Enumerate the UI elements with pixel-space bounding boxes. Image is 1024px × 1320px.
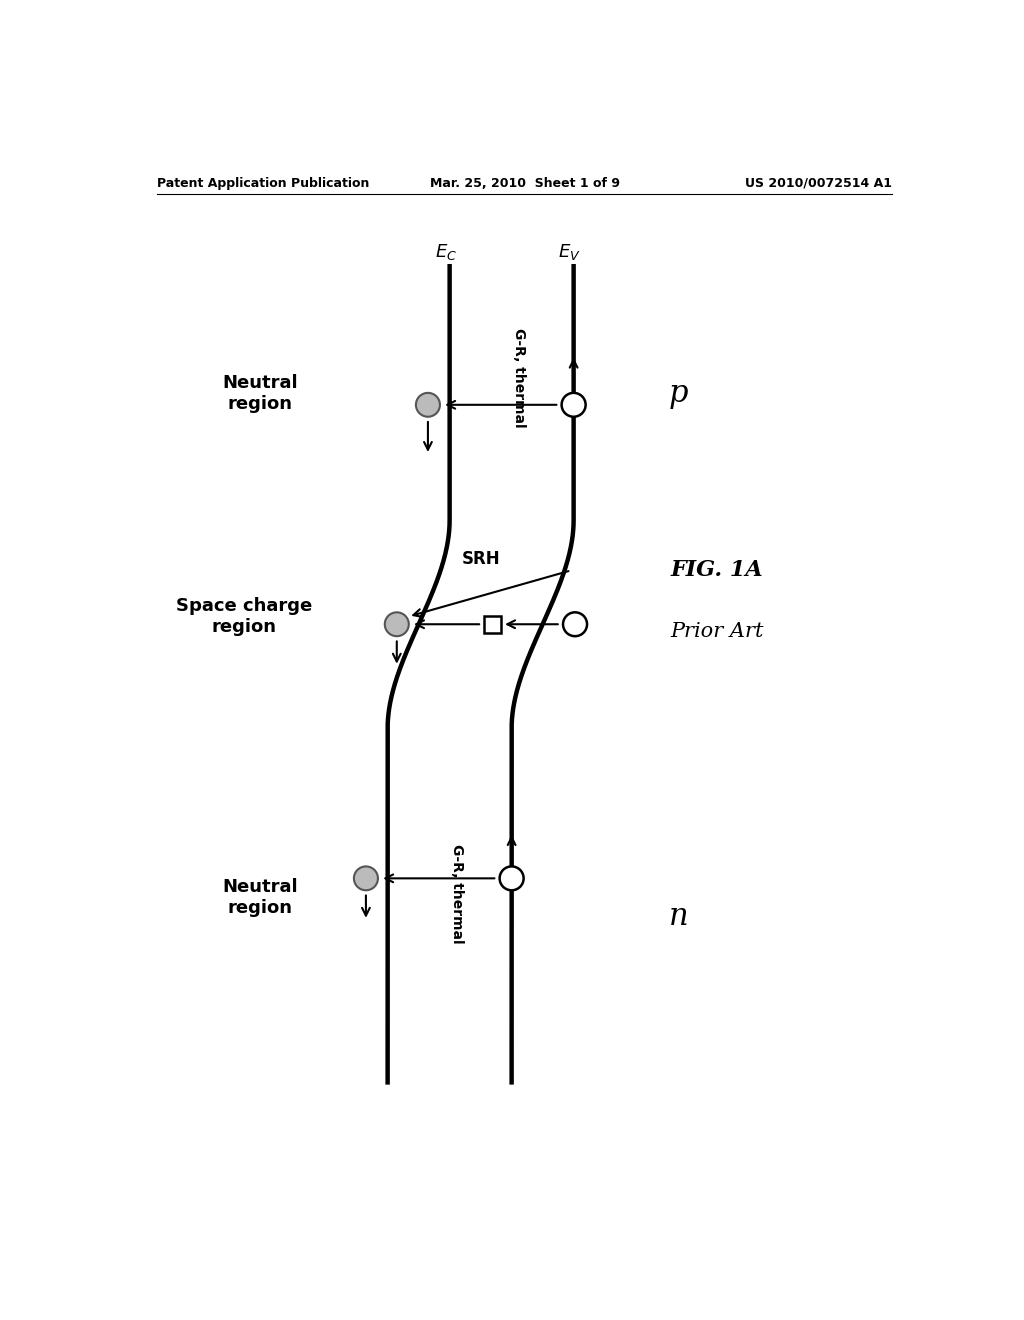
Text: Patent Application Publication: Patent Application Publication <box>158 177 370 190</box>
Text: FIG. 1A: FIG. 1A <box>671 560 763 581</box>
Text: Prior Art: Prior Art <box>671 623 764 642</box>
Bar <box>483 615 501 632</box>
Text: $E_V$: $E_V$ <box>558 243 582 263</box>
Text: $E_C$: $E_C$ <box>434 243 457 263</box>
Text: G-R, thermal: G-R, thermal <box>512 329 526 428</box>
Text: US 2010/0072514 A1: US 2010/0072514 A1 <box>745 177 892 190</box>
Circle shape <box>416 393 440 417</box>
Text: n: n <box>669 902 688 932</box>
Text: Mar. 25, 2010  Sheet 1 of 9: Mar. 25, 2010 Sheet 1 of 9 <box>430 177 620 190</box>
Text: Space charge
region: Space charge region <box>176 597 312 636</box>
Text: G-R, thermal: G-R, thermal <box>451 843 464 944</box>
Circle shape <box>385 612 409 636</box>
Circle shape <box>563 612 587 636</box>
Text: Neutral
region: Neutral region <box>222 878 298 917</box>
Text: p: p <box>669 378 688 409</box>
Circle shape <box>561 393 586 417</box>
Circle shape <box>354 866 378 890</box>
Circle shape <box>500 866 523 890</box>
Text: SRH: SRH <box>462 550 500 568</box>
Text: Neutral
region: Neutral region <box>222 374 298 413</box>
